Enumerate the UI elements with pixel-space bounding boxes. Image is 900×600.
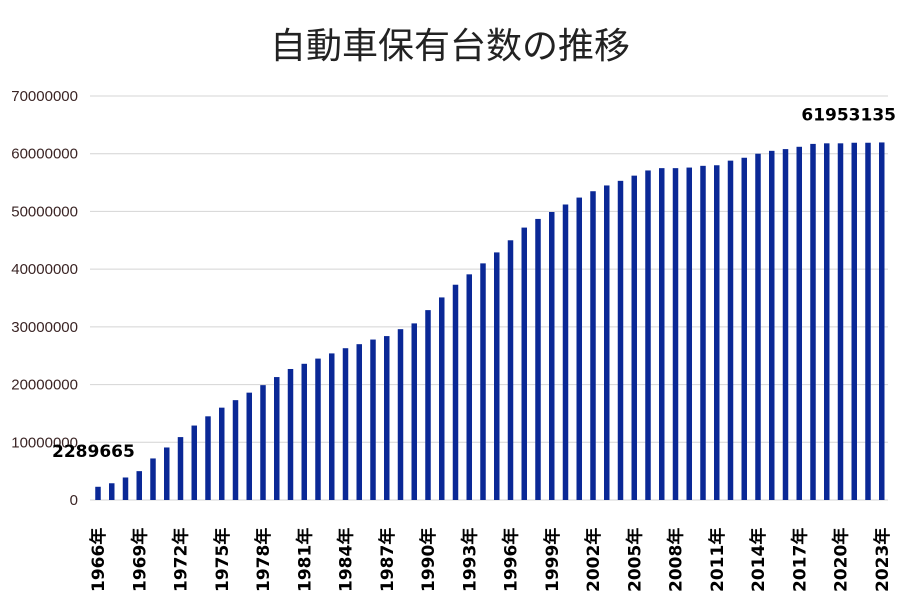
bar-2000年 bbox=[562, 204, 569, 500]
bar-2003年 bbox=[604, 185, 610, 500]
bar-2014年 bbox=[755, 153, 761, 500]
bar-1980年 bbox=[287, 368, 294, 500]
bar-2019年 bbox=[824, 143, 830, 500]
x-tick-label: 2017年 bbox=[789, 528, 810, 592]
x-tick-label: 1978年 bbox=[253, 528, 274, 592]
bar-2008年 bbox=[672, 168, 679, 500]
bar-1983年 bbox=[329, 353, 335, 500]
bar-1971年 bbox=[164, 447, 170, 500]
bar-2018年 bbox=[810, 143, 816, 500]
data-label: 2289665 bbox=[52, 442, 135, 462]
y-tick-label: 10000000 bbox=[11, 434, 78, 451]
bar-1992年 bbox=[452, 284, 459, 500]
bar-1984年 bbox=[342, 348, 349, 500]
bar-2015年 bbox=[769, 150, 775, 501]
bar-2016年 bbox=[782, 149, 789, 500]
bar-1976年 bbox=[232, 400, 239, 500]
bar-1986年 bbox=[370, 339, 376, 500]
x-tick-label: 1981年 bbox=[294, 528, 315, 592]
bar-2001年 bbox=[576, 197, 582, 500]
bar-1978年 bbox=[260, 385, 266, 500]
bar-1967年 bbox=[109, 483, 115, 500]
y-tick-label: 0 bbox=[70, 492, 78, 509]
y-tick-label: 40000000 bbox=[11, 261, 78, 278]
bar-1987年 bbox=[384, 336, 390, 500]
bar-2012年 bbox=[727, 160, 734, 500]
bar-1998年 bbox=[535, 218, 541, 500]
data-label: 61953135 bbox=[801, 105, 896, 125]
x-tick-label: 1996年 bbox=[501, 528, 522, 592]
y-tick-label: 60000000 bbox=[11, 146, 78, 163]
data-labels: 2289665 61953135 bbox=[52, 105, 896, 461]
bar-1985年 bbox=[356, 344, 362, 500]
x-tick-label: 2011年 bbox=[707, 528, 728, 592]
x-tick-label: 1984年 bbox=[336, 528, 357, 592]
bar-2002年 bbox=[590, 191, 596, 500]
bar-1982年 bbox=[315, 358, 321, 500]
x-tick-label: 2023年 bbox=[872, 528, 893, 592]
bar-1995年 bbox=[494, 252, 500, 500]
chart-title: 自動車保有台数の推移 bbox=[270, 26, 630, 67]
bar-2010年 bbox=[700, 165, 706, 500]
bar-2007年 bbox=[659, 168, 665, 500]
bar-1966年 bbox=[95, 486, 101, 500]
x-tick-label: 2014年 bbox=[748, 528, 769, 592]
x-tick-label: 1990年 bbox=[418, 528, 439, 592]
bar-2022年 bbox=[865, 142, 871, 500]
y-axis-ticks: 0 10000000 20000000 30000000 40000000 5000000… bbox=[11, 88, 78, 509]
bar-2004年 bbox=[617, 180, 624, 500]
x-tick-label: 2008年 bbox=[666, 528, 687, 592]
bar-2013年 bbox=[741, 157, 747, 501]
bar-1989年 bbox=[411, 323, 417, 500]
bar-1993年 bbox=[466, 274, 472, 500]
x-axis-ticks: 1966年 1969年 1972年 1975年 1978年 1981年 1984年 1987年… bbox=[88, 528, 893, 592]
bar-1991年 bbox=[439, 297, 445, 500]
bar-2023年 bbox=[879, 142, 885, 501]
bars bbox=[95, 142, 885, 501]
bar-1974年 bbox=[205, 416, 211, 500]
bar-1973年 bbox=[191, 425, 197, 500]
x-tick-label: 1975年 bbox=[212, 528, 233, 592]
y-tick-label: 30000000 bbox=[11, 319, 78, 336]
bar-1990年 bbox=[425, 310, 431, 500]
x-tick-label: 1993年 bbox=[459, 528, 480, 592]
x-tick-label: 2005年 bbox=[624, 528, 645, 592]
x-tick-label: 1999年 bbox=[542, 528, 563, 592]
bar-1975年 bbox=[219, 407, 225, 500]
x-tick-label: 1966年 bbox=[88, 528, 109, 592]
x-tick-label: 1987年 bbox=[377, 528, 398, 592]
x-tick-label: 2002年 bbox=[583, 528, 604, 592]
bar-2011年 bbox=[714, 165, 720, 500]
bar-2021年 bbox=[851, 142, 857, 500]
bar-1972年 bbox=[177, 437, 184, 500]
bar-1981年 bbox=[301, 363, 307, 500]
y-tick-label: 50000000 bbox=[11, 203, 78, 220]
bar-1968年 bbox=[122, 477, 129, 500]
bar-2009年 bbox=[686, 167, 692, 500]
bar-2005年 bbox=[631, 175, 637, 500]
bar-2020年 bbox=[837, 143, 844, 500]
bar-1979年 bbox=[274, 377, 280, 500]
bar-1997年 bbox=[521, 227, 527, 501]
bar-1996年 bbox=[507, 240, 514, 501]
y-tick-label: 70000000 bbox=[11, 88, 78, 105]
bar-1994年 bbox=[480, 263, 486, 500]
bar-1988年 bbox=[397, 329, 404, 500]
bar-1977年 bbox=[246, 392, 252, 500]
x-tick-label: 1972年 bbox=[171, 528, 192, 592]
x-tick-label: 2020年 bbox=[831, 528, 852, 592]
y-tick-label: 20000000 bbox=[11, 377, 78, 394]
bar-1999年 bbox=[549, 212, 555, 500]
x-tick-label: 1969年 bbox=[129, 528, 150, 592]
bar-2017年 bbox=[796, 146, 802, 500]
bar-2006年 bbox=[645, 170, 651, 501]
bar-1969年 bbox=[136, 471, 142, 500]
bar-1970年 bbox=[150, 458, 156, 500]
